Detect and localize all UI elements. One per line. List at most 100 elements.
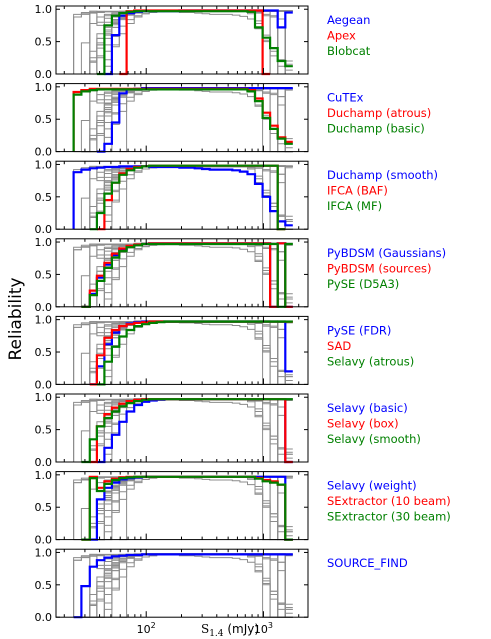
legend-entry-1: PySE (FDR) [327,323,391,337]
legend-entry-3: Selavy (smooth) [327,432,421,446]
y-tick-label: 0.5 [35,113,53,126]
series-line-selavy-smooth [81,398,293,464]
y-tick-label: 0.0 [35,378,53,391]
legend-entry-3: IFCA (MF) [327,199,382,213]
panel-6: 0.0 0.5 1.0 Selavy (basic) Selavy (box)Selav… [35,391,421,469]
y-tick-label: 1.0 [35,158,53,171]
panel-frame [55,238,309,308]
legend-entry-1: Duchamp (smooth) [327,168,438,182]
background-curve-5 [73,553,293,618]
series-line-apex [119,9,271,76]
legend-entry-1: Selavy (basic) [327,401,408,415]
y-tick-label: 1.0 [35,81,53,94]
background-curve-5 [73,476,293,540]
panel-frame [55,83,309,153]
panel-4: 0.0 0.5 1.0 PyBDSM (Gaussians)PyBDSM (sourc… [35,236,447,314]
background-curve-5 [73,398,293,462]
y-tick-label: 1.0 [35,314,53,327]
y-tick-label: 0.5 [35,579,53,592]
panel-frame [55,471,309,541]
y-tick-label: 1.0 [35,546,53,559]
legend-entry-2: Selavy (box) [327,417,399,431]
legend-entry-2: SExtractor (10 beam) [327,494,451,508]
y-tick-label: 0.5 [35,36,53,49]
y-tick-label: 0.0 [35,68,53,81]
x-axis-label-subscript: 1.4 [209,629,224,639]
y-tick-label: 0.0 [35,146,53,159]
background-curve-7 [73,476,293,540]
background-curve-7 [73,243,293,307]
x-tick-label: 102 [137,621,156,636]
panel-3: 0.0 0.5 1.0 Duchamp (smooth) IFCA (BAF)IFCA … [35,158,439,236]
panel-frame [55,5,309,75]
x-axis-label-unit: (mJy) [224,622,260,636]
y-tick-label: 0.5 [35,346,53,359]
y-tick-label: 0.0 [35,223,53,236]
y-tick-label: 0.5 [35,501,53,514]
legend-entry-1: SOURCE_FIND [327,556,408,570]
legend-entry-2: Apex [327,29,356,43]
y-tick-label: 0.5 [35,268,53,281]
y-axis-label: Reliability [6,277,26,360]
y-tick-label: 0.0 [35,301,53,314]
panel-frame [55,315,309,385]
legend-entry-1: CuTEx [327,91,364,105]
legend-entry-1: PyBDSM (Gaussians) [327,246,446,260]
series-line-pybdsm-sources [81,242,293,308]
legend-entry-2: SAD [327,339,351,353]
legend-entry-3: Duchamp (basic) [327,122,425,136]
background-curve-7 [73,398,293,462]
x-axis-label: S1.4 (mJy) [201,622,259,639]
y-tick-label: 0.5 [35,424,53,437]
y-tick-label: 0.0 [35,611,53,624]
y-tick-label: 0.5 [35,191,53,204]
y-tick-label: 1.0 [35,3,53,16]
y-tick-label: 0.0 [35,456,53,469]
background-curve-2 [119,242,271,308]
series-line-duchamp-atrous [72,87,293,152]
x-tick-label: 103 [254,621,273,636]
background-curve-2 [119,320,271,385]
legend-entry-3: SExtractor (30 beam) [327,510,451,524]
panel-frame [55,548,309,618]
series-line-duchamp-smooth [72,165,293,230]
background-curve-2 [73,10,293,74]
background-curve-7 [73,553,293,618]
series-line-duchamp-basic [72,88,293,152]
y-tick-label: 1.0 [35,469,53,482]
panel-7: 0.0 0.5 1.0 Selavy (weight)SExtractor (10 b… [35,469,451,547]
panel-frame [55,160,309,230]
series-line-blobcat [96,10,293,76]
background-curve-5 [73,321,293,385]
series-line-pyse-d5a3 [81,242,293,308]
legend-entry-1: Aegean [327,13,370,27]
background-curve-2 [119,87,271,153]
background-curve-2 [119,475,271,541]
background-curve-5 [73,243,293,307]
series-line-selavy-atrous [96,320,293,386]
series-line-source-find [73,553,293,619]
series-line-ifca-mf [89,164,286,231]
panel-8: 0.0 0.5 1.0 SOURCE_FIND [35,546,408,624]
background-curve-7 [73,321,293,385]
y-tick-label: 1.0 [35,236,53,249]
background-curve-5 [73,165,293,230]
background-curve-2 [119,553,271,618]
legend-entry-3: PySE (D5A3) [327,277,399,291]
legend-entry-3: Blobcat [327,44,371,58]
y-tick-label: 1.0 [35,391,53,404]
legend-entry-2: PyBDSM (sources) [327,261,432,275]
background-curve-2 [119,398,271,463]
series-line-sextractor-30-beam [81,475,293,541]
y-tick-label: 0.0 [35,534,53,547]
legend-entry-2: IFCA (BAF) [327,184,388,198]
legend-entry-1: Selavy (weight) [327,479,417,493]
legend-entry-2: Duchamp (atrous) [327,106,431,120]
legend-entry-3: Selavy (atrous) [327,354,414,368]
x-axis-label-symbol: S [201,622,209,636]
panel-frame [55,393,309,463]
